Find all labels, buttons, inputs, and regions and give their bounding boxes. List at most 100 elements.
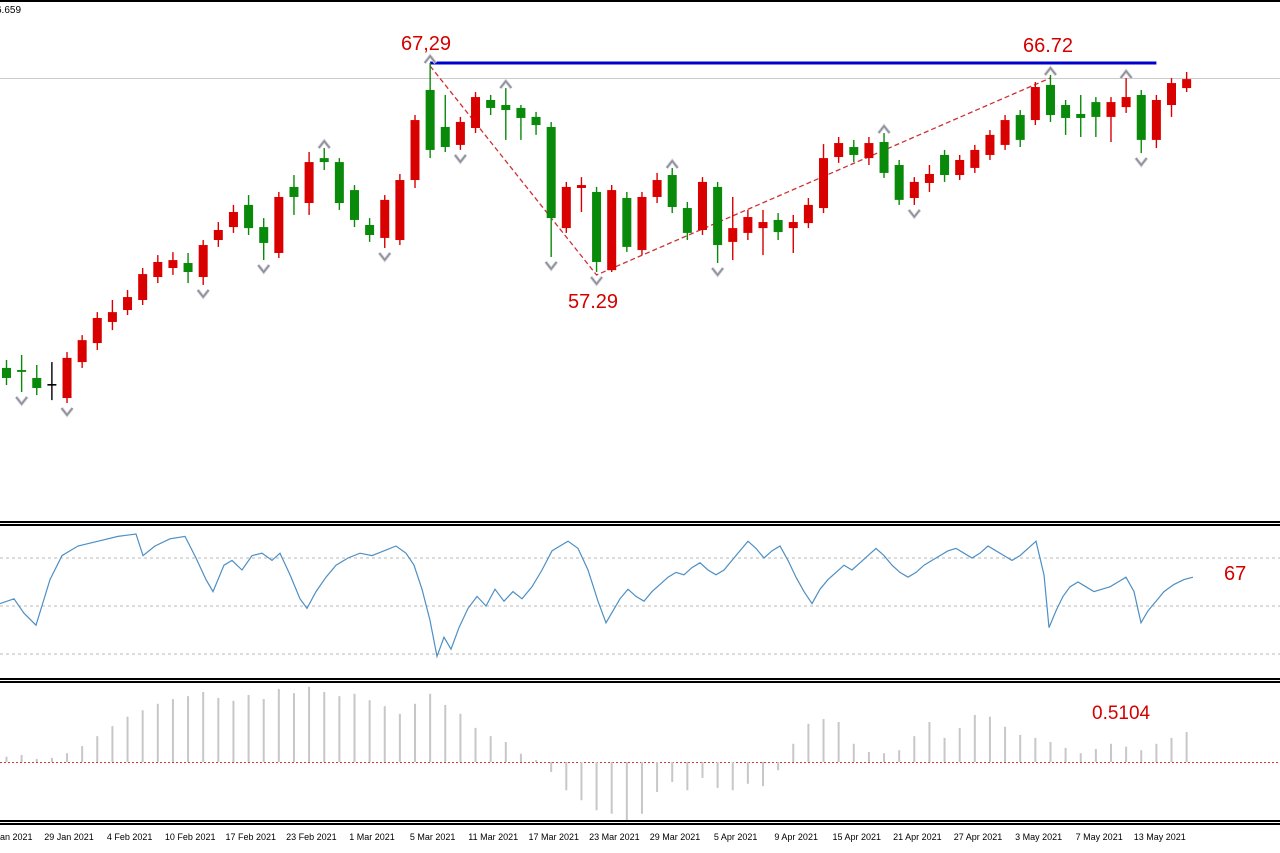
candle-body xyxy=(153,261,163,278)
histogram-bar xyxy=(1125,746,1128,762)
candle-body xyxy=(410,120,420,181)
candle xyxy=(380,195,390,248)
candle xyxy=(455,116,465,150)
histogram-bar xyxy=(232,700,235,762)
x-axis-label: 10 Feb 2021 xyxy=(164,832,216,842)
histogram-bar xyxy=(1049,742,1052,762)
candle-body xyxy=(879,142,889,173)
candle-body xyxy=(985,134,995,155)
candle xyxy=(516,105,526,140)
candle-body xyxy=(1136,94,1146,140)
histogram-bar xyxy=(277,689,280,762)
histogram-bar xyxy=(504,742,507,762)
candle-body xyxy=(32,377,42,388)
fractal-up-icon xyxy=(666,159,679,169)
fractal-down-icon xyxy=(545,261,558,271)
candle-body xyxy=(697,181,707,230)
x-axis-label: 17 Feb 2021 xyxy=(225,832,277,842)
candle-body xyxy=(486,99,496,108)
histogram-bar xyxy=(429,693,432,762)
histogram-bar xyxy=(716,762,719,788)
candle xyxy=(1000,115,1010,150)
trendline[interactable] xyxy=(429,65,1051,276)
histogram-bar xyxy=(141,710,144,762)
candle xyxy=(1091,97,1101,137)
candle xyxy=(213,222,223,247)
histogram-bar xyxy=(807,723,810,762)
candle xyxy=(486,94,496,116)
candle xyxy=(32,365,42,396)
x-axis-label: 9 Apr 2021 xyxy=(774,832,818,842)
candle xyxy=(592,186,602,272)
candle-body xyxy=(1106,102,1116,117)
candle xyxy=(576,177,586,213)
panel-separator[interactable] xyxy=(0,678,1280,683)
fractal-down-icon xyxy=(908,209,921,219)
histogram-bar xyxy=(1004,726,1007,762)
candle xyxy=(304,152,314,215)
time-axis[interactable]: an 2021 29 Jan 2021 4 Feb 2021 10 Feb 2021 1… xyxy=(0,825,1280,853)
histogram-bar xyxy=(1140,750,1143,762)
fractal-down-icon xyxy=(590,276,603,286)
x-axis-label: 29 Mar 2021 xyxy=(649,832,701,842)
candle-body xyxy=(909,181,919,199)
histogram-bar xyxy=(958,727,961,762)
x-axis-label: 15 Apr 2021 xyxy=(832,832,882,842)
fractal-up-icon xyxy=(499,79,512,89)
candle-body xyxy=(62,357,72,399)
histogram-bar xyxy=(595,762,598,811)
x-axis-label: 7 May 2021 xyxy=(1075,832,1123,842)
candle xyxy=(849,139,859,163)
candle-body xyxy=(546,126,556,219)
histogram-bar xyxy=(625,762,628,820)
histogram-bar xyxy=(474,727,477,762)
candle xyxy=(940,149,950,182)
candle-body xyxy=(1030,87,1040,121)
candle-body xyxy=(213,229,223,241)
candle xyxy=(244,195,254,236)
candle-body xyxy=(622,198,632,247)
candle xyxy=(819,144,829,214)
oscillator-panel-canvas[interactable] xyxy=(0,526,1280,678)
low-price-label: 57.29 xyxy=(567,291,619,313)
candle-body xyxy=(819,158,829,209)
candle xyxy=(1061,99,1071,135)
histogram-bar xyxy=(323,692,326,762)
candle xyxy=(183,252,193,284)
candle-body xyxy=(667,175,677,208)
fractal-down-icon xyxy=(378,252,391,262)
histogram-bar xyxy=(610,762,613,814)
candle xyxy=(864,136,874,165)
candle-body xyxy=(1091,102,1101,117)
candle xyxy=(501,88,511,140)
candle-body xyxy=(138,274,148,301)
candle-body xyxy=(1000,120,1010,145)
x-axis-label: 5 Mar 2021 xyxy=(409,832,456,842)
candle-body xyxy=(637,196,647,251)
candle xyxy=(228,204,238,233)
candle-body xyxy=(682,208,692,233)
candle-body xyxy=(955,159,965,176)
candle-body xyxy=(970,149,980,168)
histogram-bar xyxy=(353,693,356,762)
candle xyxy=(92,312,102,350)
panel-separator[interactable] xyxy=(0,521,1280,526)
candle xyxy=(1030,82,1040,126)
partial-price-text: 6.659 xyxy=(0,5,22,16)
histogram-bar xyxy=(550,762,553,772)
histogram-bar xyxy=(171,699,174,762)
candle xyxy=(1076,94,1086,137)
panel-separator[interactable] xyxy=(0,820,1280,825)
price-chart-canvas[interactable] xyxy=(0,0,1280,521)
candle xyxy=(531,111,541,135)
candle xyxy=(123,289,133,316)
histogram-panel-canvas[interactable] xyxy=(0,683,1280,820)
fractal-down-icon xyxy=(711,267,724,277)
histogram-bar xyxy=(1109,743,1112,762)
candle-body xyxy=(924,173,934,183)
candle-body xyxy=(758,222,768,229)
histogram-bar xyxy=(459,713,462,762)
candle-body xyxy=(289,186,299,197)
candle xyxy=(637,191,647,256)
histogram-bar xyxy=(777,762,780,771)
